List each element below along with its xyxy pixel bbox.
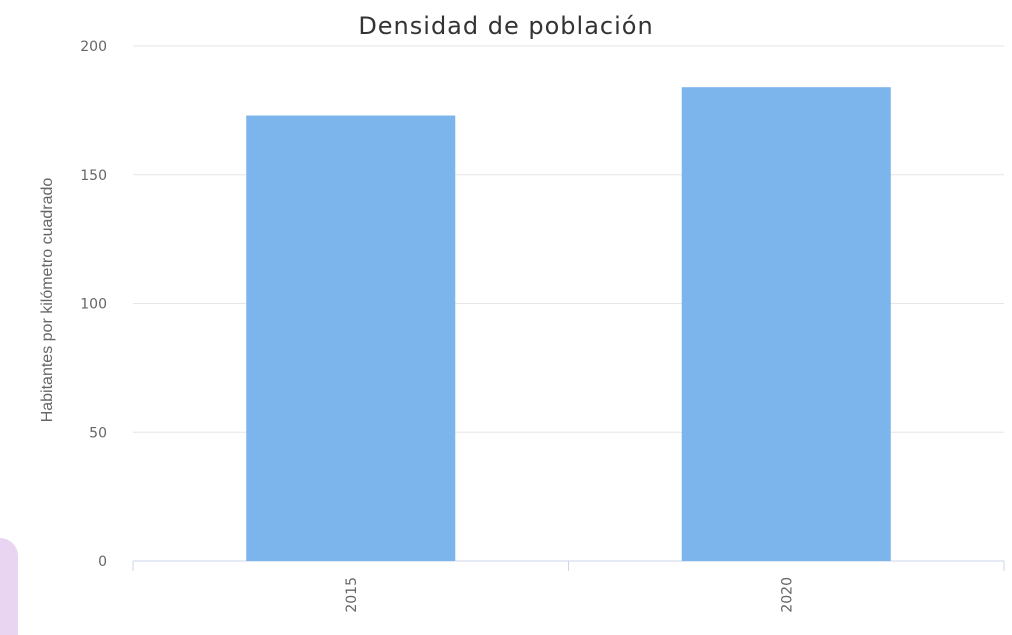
bar [246, 115, 456, 562]
y-tick-label: 200 [80, 39, 107, 55]
y-tick-label: 50 [89, 425, 107, 441]
y-tick-label: 0 [98, 554, 107, 570]
bar [681, 87, 891, 561]
x-tick-label: 2015 [344, 577, 360, 613]
y-tick-label: 100 [80, 297, 107, 313]
y-tick-label: 150 [80, 168, 107, 184]
x-tick-label: 2020 [779, 577, 795, 613]
corner-accent [0, 538, 18, 635]
chart-title: Densidad de población [358, 12, 654, 40]
